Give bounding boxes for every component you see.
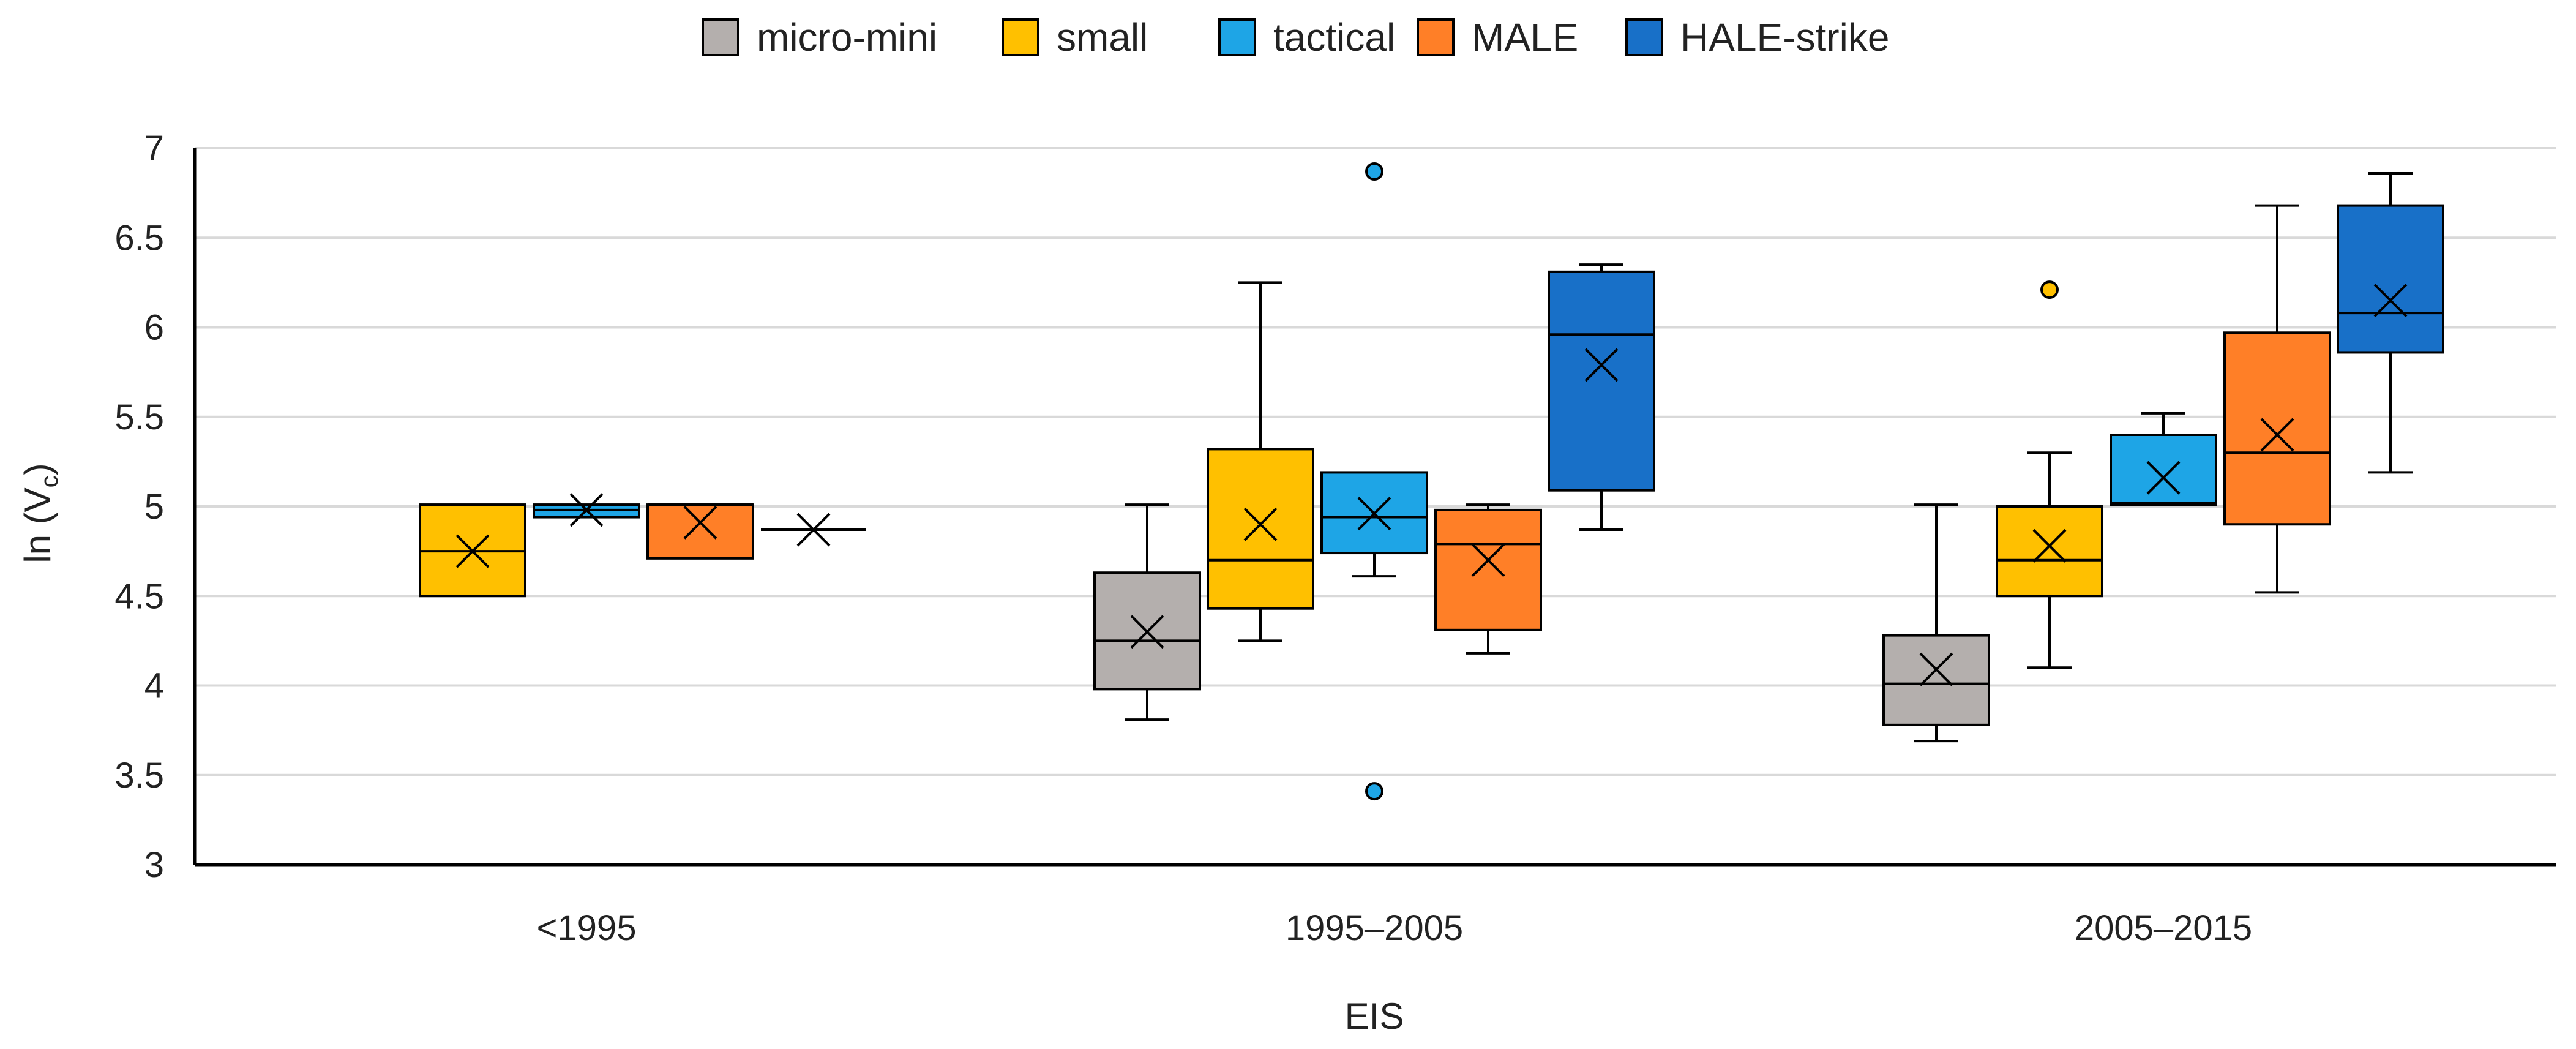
box-iqr [2337, 204, 2444, 354]
y-tick-label: 6.5 [114, 218, 164, 258]
mean-marker [2146, 461, 2181, 495]
mean-marker [1357, 497, 1391, 531]
box-HALE-strike-1 [1548, 263, 1655, 532]
box-HALE-strike-0 [761, 513, 866, 547]
y-tick-label: 5.5 [114, 397, 164, 437]
box-micro-mini-2 [1882, 503, 1990, 743]
y-axis-title-main: ln (V [17, 487, 58, 563]
legend-swatch [1625, 18, 1663, 56]
box-iqr [646, 503, 754, 560]
box-iqr [1882, 634, 1990, 726]
legend-label: tactical [1273, 15, 1395, 59]
x-axis-title: EIS [1345, 996, 1404, 1037]
y-tick-label: 4.5 [114, 576, 164, 616]
y-tick-label: 6 [144, 308, 164, 348]
y-tick-label: 7 [144, 129, 164, 168]
box-MALE-1 [1434, 503, 1542, 655]
box-micro-mini-1 [1093, 503, 1201, 721]
x-tick-label: 1995–2005 [1286, 908, 1463, 948]
legend-swatch [702, 18, 739, 56]
mean-marker [1584, 348, 1619, 382]
mean-marker [2032, 528, 2067, 563]
legend-item-HALE-strike: HALE-strike [1625, 15, 1889, 59]
box-HALE-strike-2 [2337, 171, 2444, 474]
legend-item-small: small [1002, 15, 1148, 59]
y-tick-label: 5 [144, 487, 164, 527]
mean-marker [796, 513, 831, 547]
box-MALE-0 [646, 503, 754, 560]
plot-area [419, 162, 2444, 801]
mean-marker [1471, 543, 1505, 577]
legend-swatch [1002, 18, 1039, 56]
mean-marker [2373, 284, 2408, 318]
box-small-0 [419, 503, 526, 598]
mean-marker [2260, 418, 2294, 452]
x-tick-label: <1995 [537, 908, 637, 948]
box-tactical-2 [2110, 412, 2217, 506]
mean-marker [1919, 652, 1953, 686]
legend-swatch [1218, 18, 1256, 56]
y-tick-label: 4 [144, 666, 164, 706]
box-small-2 [1996, 280, 2103, 669]
outlier-point [2040, 280, 2059, 299]
y-axis-title: ln (Vc) [17, 463, 63, 563]
x-tick-label: 2005–2015 [2075, 908, 2252, 948]
legend-swatch [1417, 18, 1455, 56]
box-iqr [1434, 508, 1542, 631]
box-iqr [1548, 270, 1655, 492]
axes [193, 148, 2556, 867]
outlier-point [1365, 162, 1383, 181]
box-iqr [1207, 448, 1314, 610]
legend-label: HALE-strike [1680, 15, 1889, 59]
x-axis-ticks: <1995 1995–2005 2005–2015 [537, 908, 2253, 948]
y-axis-title-close: ) [17, 463, 58, 475]
mean-marker [1130, 615, 1164, 649]
mean-marker [569, 493, 604, 527]
box-MALE-2 [2223, 204, 2331, 594]
mean-marker [683, 505, 717, 540]
y-tick-label: 3.5 [114, 756, 164, 795]
legend-item-tactical: tactical [1218, 15, 1395, 59]
legend-label: micro-mini [757, 15, 937, 59]
y-tick-label: 3 [144, 845, 164, 885]
mean-marker [455, 534, 490, 568]
box-tactical-1 [1320, 162, 1428, 801]
outlier-point [1365, 782, 1383, 801]
y-axis-ticks: 3 3.5 4 4.5 5 5.5 6 6.5 7 [114, 129, 164, 885]
mean-marker [1243, 507, 1278, 541]
legend-label: small [1057, 15, 1148, 59]
legend-item-MALE: MALE [1417, 15, 1578, 59]
box-small-1 [1207, 281, 1314, 642]
legend-item-micro-mini: micro-mini [702, 15, 937, 59]
box-tactical-0 [533, 493, 640, 527]
legend-label: MALE [1472, 15, 1578, 59]
y-axis-title-subscript: c [36, 475, 63, 487]
legend: micro-mini small tactical MALE HALE-strike [702, 15, 1889, 59]
box-iqr [2223, 331, 2331, 526]
box-iqr [1996, 505, 2103, 598]
box-iqr [2110, 434, 2217, 506]
